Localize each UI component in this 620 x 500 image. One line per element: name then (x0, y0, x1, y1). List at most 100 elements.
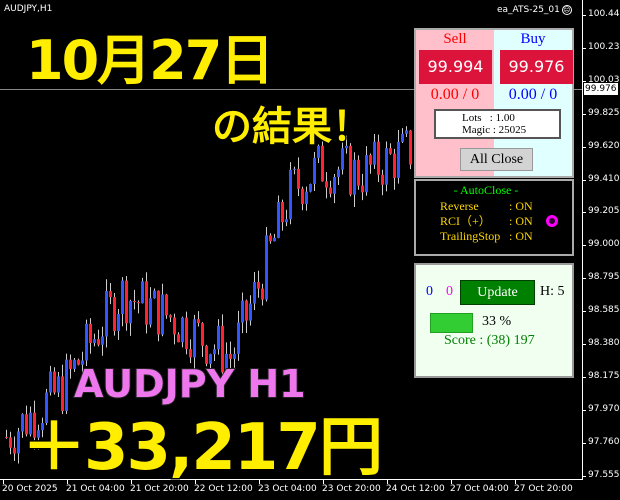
candle-body (133, 300, 136, 303)
price-tick (582, 212, 586, 214)
price-tick-label: 99.000 (588, 239, 620, 250)
candle-body (81, 360, 84, 365)
h-label: H: 5 (540, 284, 565, 299)
candle-body (181, 317, 184, 343)
candle-body (49, 371, 52, 393)
candle-body (197, 319, 200, 324)
time-tick (195, 480, 196, 484)
candle-body (397, 141, 400, 178)
candle-body (117, 314, 120, 332)
candle-body (241, 300, 244, 323)
autoclose-row-trailingstop: TrailingStop : ON (440, 229, 533, 244)
candle-body (41, 422, 44, 431)
candle-body (145, 281, 148, 325)
price-tick-label: 99.410 (588, 173, 620, 184)
candle-body (113, 297, 116, 332)
candle-body (321, 145, 324, 182)
all-close-button[interactable]: All Close (460, 148, 533, 171)
candle-body (5, 436, 8, 438)
candle-body (225, 353, 228, 373)
candle-body (237, 322, 240, 354)
candle-body (157, 290, 160, 335)
candle-body (45, 392, 48, 423)
candle-body (185, 317, 188, 350)
time-tick (387, 480, 388, 484)
candle-body (233, 353, 236, 359)
candle-body (169, 315, 172, 318)
price-tick (582, 311, 586, 313)
symbol-label: AUDJPY,H1 (4, 4, 53, 14)
candle-body (101, 336, 104, 345)
overlay-date: 10月27日 (24, 28, 275, 94)
price-tick-label: 97.760 (588, 436, 620, 447)
sell-pl: 0.00 / 0 (430, 86, 480, 103)
candle-body (381, 174, 384, 185)
price-tick-label: 99.205 (588, 206, 620, 217)
candle-body (229, 353, 232, 359)
candle-body (333, 176, 336, 194)
price-tick (582, 113, 586, 115)
candle-body (277, 202, 280, 238)
buy-pl: 0.00 / 0 (508, 86, 558, 103)
autoclose-row-reverse: Reverse: ON (440, 199, 533, 214)
sell-button[interactable]: 99.994 (419, 50, 492, 84)
candle-body (369, 155, 372, 165)
candle-body (189, 349, 192, 358)
candle-body (221, 325, 224, 373)
update-button[interactable]: Update (460, 280, 535, 305)
candle-body (209, 354, 212, 364)
row-value: : ON (509, 229, 533, 243)
candle-body (89, 323, 92, 344)
price-tick (582, 47, 586, 49)
price-tick-label: 97.555 (588, 469, 620, 480)
time-tick-label: 20 Oct 2025 (2, 484, 58, 494)
price-tick (582, 278, 586, 280)
time-tick-label: 21 Oct 20:00 (130, 484, 189, 494)
score-panel: 0 0 Update H: 5 33 % Score : (38) 197 (414, 263, 574, 378)
price-tick (582, 409, 586, 411)
candle-body (245, 300, 248, 321)
candle-body (393, 153, 396, 178)
trade-panel: Sell Buy 99.994 99.976 0.00 / 0 0.00 / 0… (414, 28, 574, 178)
buy-button[interactable]: 99.976 (500, 50, 573, 84)
price-axis (582, 0, 583, 480)
price-tick-label: 100.235 (588, 41, 620, 52)
candle-body (257, 282, 260, 289)
candle-body (217, 325, 220, 350)
buy-label: Buy (520, 31, 546, 47)
candle-body (33, 412, 36, 438)
price-tick (582, 442, 586, 444)
price-tick (582, 146, 586, 148)
candle-body (205, 345, 208, 364)
row-value: : ON (509, 214, 533, 228)
row-label: TrailingStop (440, 229, 501, 243)
candle-body (161, 294, 164, 335)
time-tick (131, 480, 132, 484)
autoclose-panel: - AutoClose - Reverse: ON RCI（+）: ON Tra… (414, 179, 574, 256)
candle-body (97, 339, 100, 345)
lots-magic-box: Lots : 1.00 Magic : 25025 (434, 109, 561, 139)
price-tick (582, 179, 586, 181)
price-chart[interactable] (0, 0, 582, 480)
time-tick-label: 23 Oct 04:00 (258, 484, 317, 494)
candle-body (365, 155, 368, 193)
candle-body (261, 288, 264, 300)
price-tick (582, 15, 586, 16)
row-value: : ON (509, 199, 533, 213)
candle-body (69, 359, 72, 369)
candle-body (129, 300, 132, 324)
candle-body (405, 130, 408, 134)
ea-label: ea_ATS-25_01 ☹ (497, 5, 572, 15)
time-tick (3, 480, 4, 484)
candle-body (73, 359, 76, 369)
candle-body (201, 323, 204, 346)
candle-body (213, 349, 216, 355)
sad-face-icon: ☹ (561, 5, 572, 15)
current-price-label: 99.976 (584, 83, 618, 95)
candle-body (13, 447, 16, 454)
candle-body (373, 141, 376, 165)
time-tick (259, 480, 260, 484)
candle-body (377, 141, 380, 175)
count-blue: 0 (426, 284, 433, 299)
price-tick (582, 80, 586, 82)
